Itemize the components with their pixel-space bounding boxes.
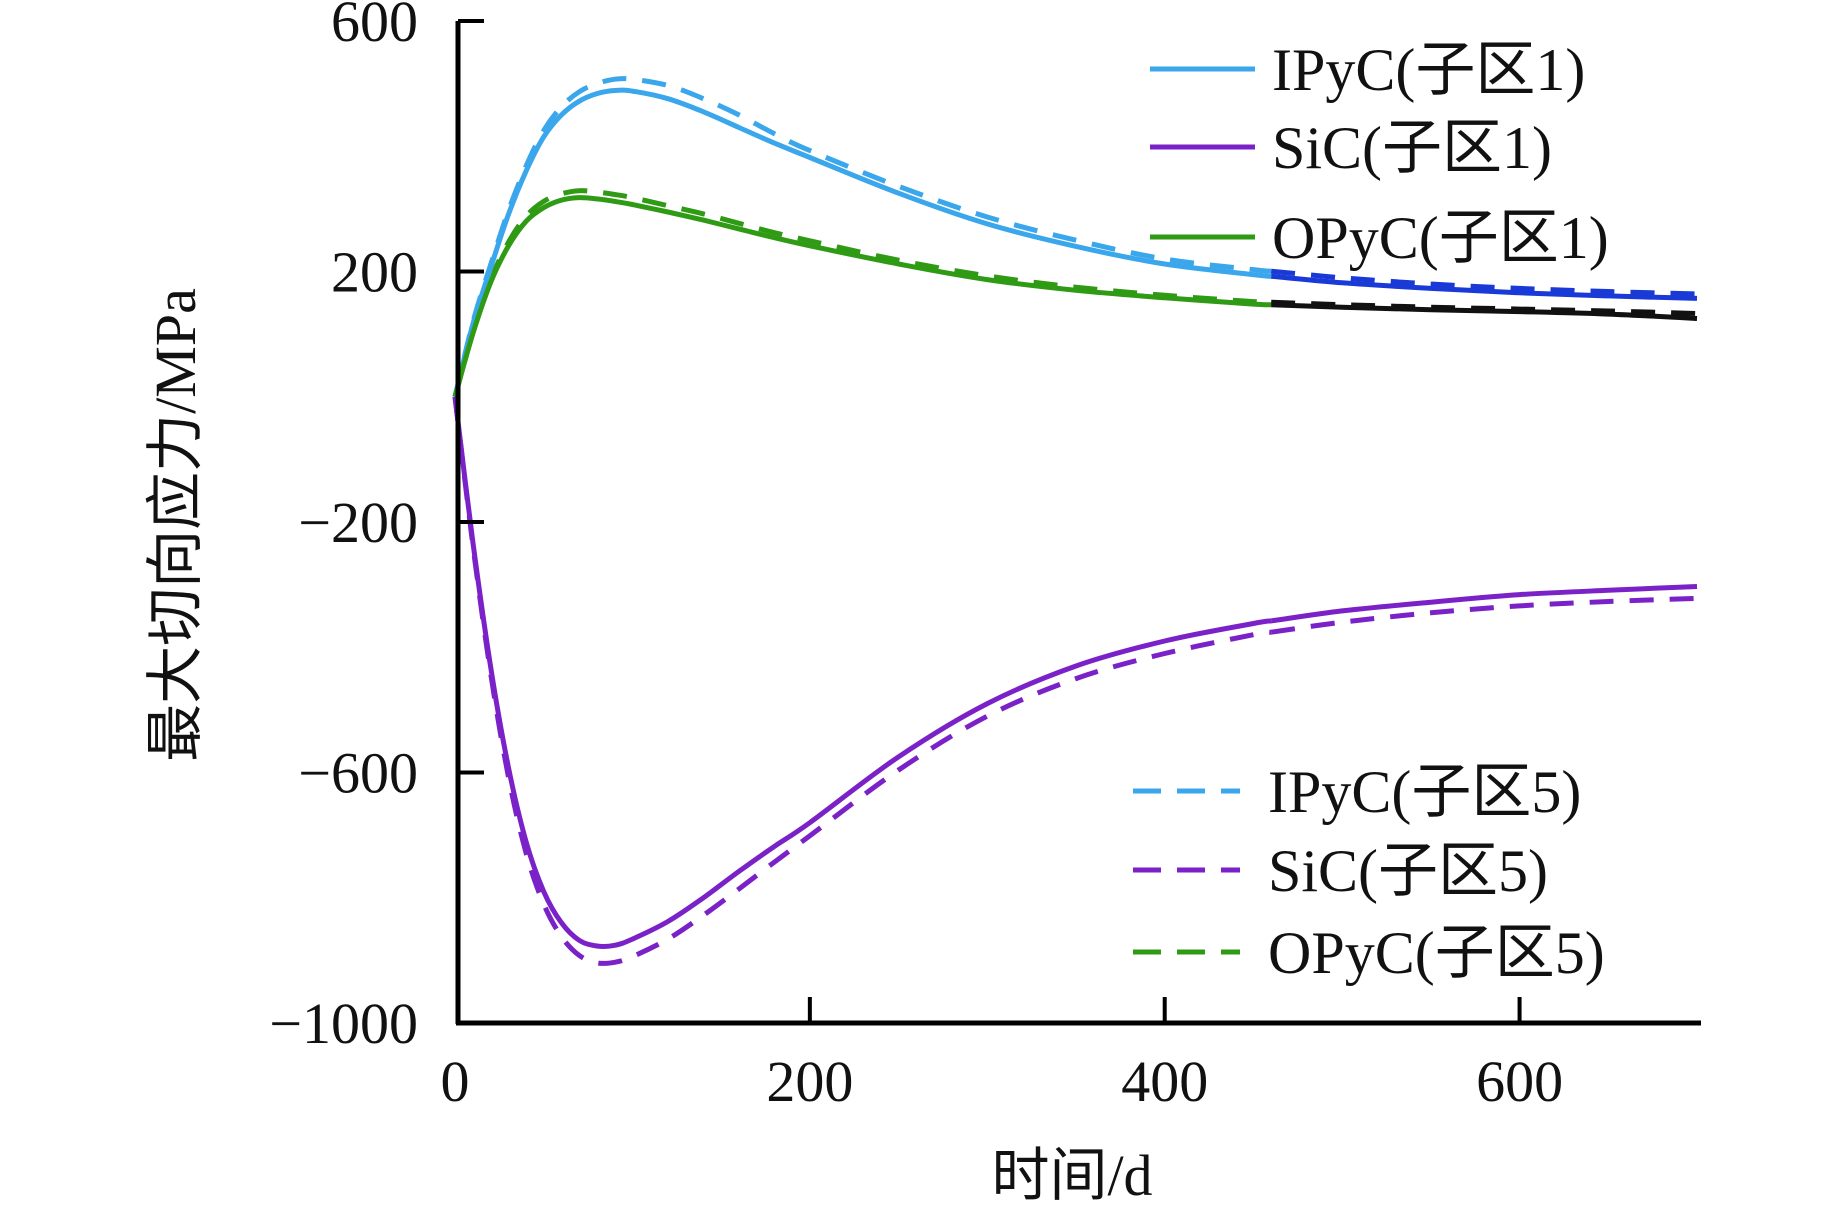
legend-label-ipyc-1: IPyC(子区1) xyxy=(1272,37,1585,103)
series-line-opyc-zone5-early xyxy=(452,188,1272,398)
series-line-ipyc-zone5-late xyxy=(1270,268,1698,297)
legend-label-sic-1: SiC(子区1) xyxy=(1272,115,1552,181)
series-line-opyc-zone1-late xyxy=(1271,302,1698,321)
legend-label-ipyc-5: IPyC(子区5) xyxy=(1268,759,1581,825)
series-line-sic-zone1-early xyxy=(452,396,1272,949)
y-tick-label: −600 xyxy=(298,741,418,806)
series-line-sic-zone5-early xyxy=(452,396,1272,966)
x-tick-label: 0 xyxy=(441,1049,470,1114)
series-line-opyc-zone5-late xyxy=(1271,299,1698,316)
y-tick-label: 600 xyxy=(331,0,418,54)
y-tick-label: −1000 xyxy=(269,991,418,1056)
legend-bottom-right: IPyC(子区5) SiC(子区5) OPyC(子区5) xyxy=(1133,759,1605,986)
series-line-opyc-zone1-early xyxy=(452,195,1272,398)
legend-label-opyc-1: OPyC(子区1) xyxy=(1272,205,1609,271)
x-axis-title: 时间/d xyxy=(991,1143,1152,1208)
legend-top-right: IPyC(子区1) SiC(子区1) OPyC(子区1) xyxy=(1150,37,1609,271)
series-line-ipyc-zone1-early xyxy=(452,87,1272,398)
legend-label-opyc-5: OPyC(子区5) xyxy=(1268,920,1605,986)
y-tick-label: −200 xyxy=(298,490,418,555)
x-tick-label: 200 xyxy=(766,1049,853,1114)
series-line-sic-zone1-late xyxy=(1270,584,1698,624)
x-tick-label: 400 xyxy=(1121,1049,1208,1114)
y-axis-title: 最大切向应力/MPa xyxy=(143,288,208,762)
series-layer xyxy=(452,76,1698,966)
legend-label-sic-5: SiC(子区5) xyxy=(1268,838,1548,904)
series-line-ipyc-zone5-early xyxy=(452,76,1272,398)
x-tick-label: 600 xyxy=(1476,1049,1563,1114)
tick-layer: 0 200 400 600 600 200 −200 −600 −1000 xyxy=(269,0,1563,1114)
series-line-ipyc-zone1-late xyxy=(1270,273,1698,301)
y-tick-label: 200 xyxy=(331,240,418,305)
series-line-sic-zone5-late xyxy=(1270,595,1698,635)
